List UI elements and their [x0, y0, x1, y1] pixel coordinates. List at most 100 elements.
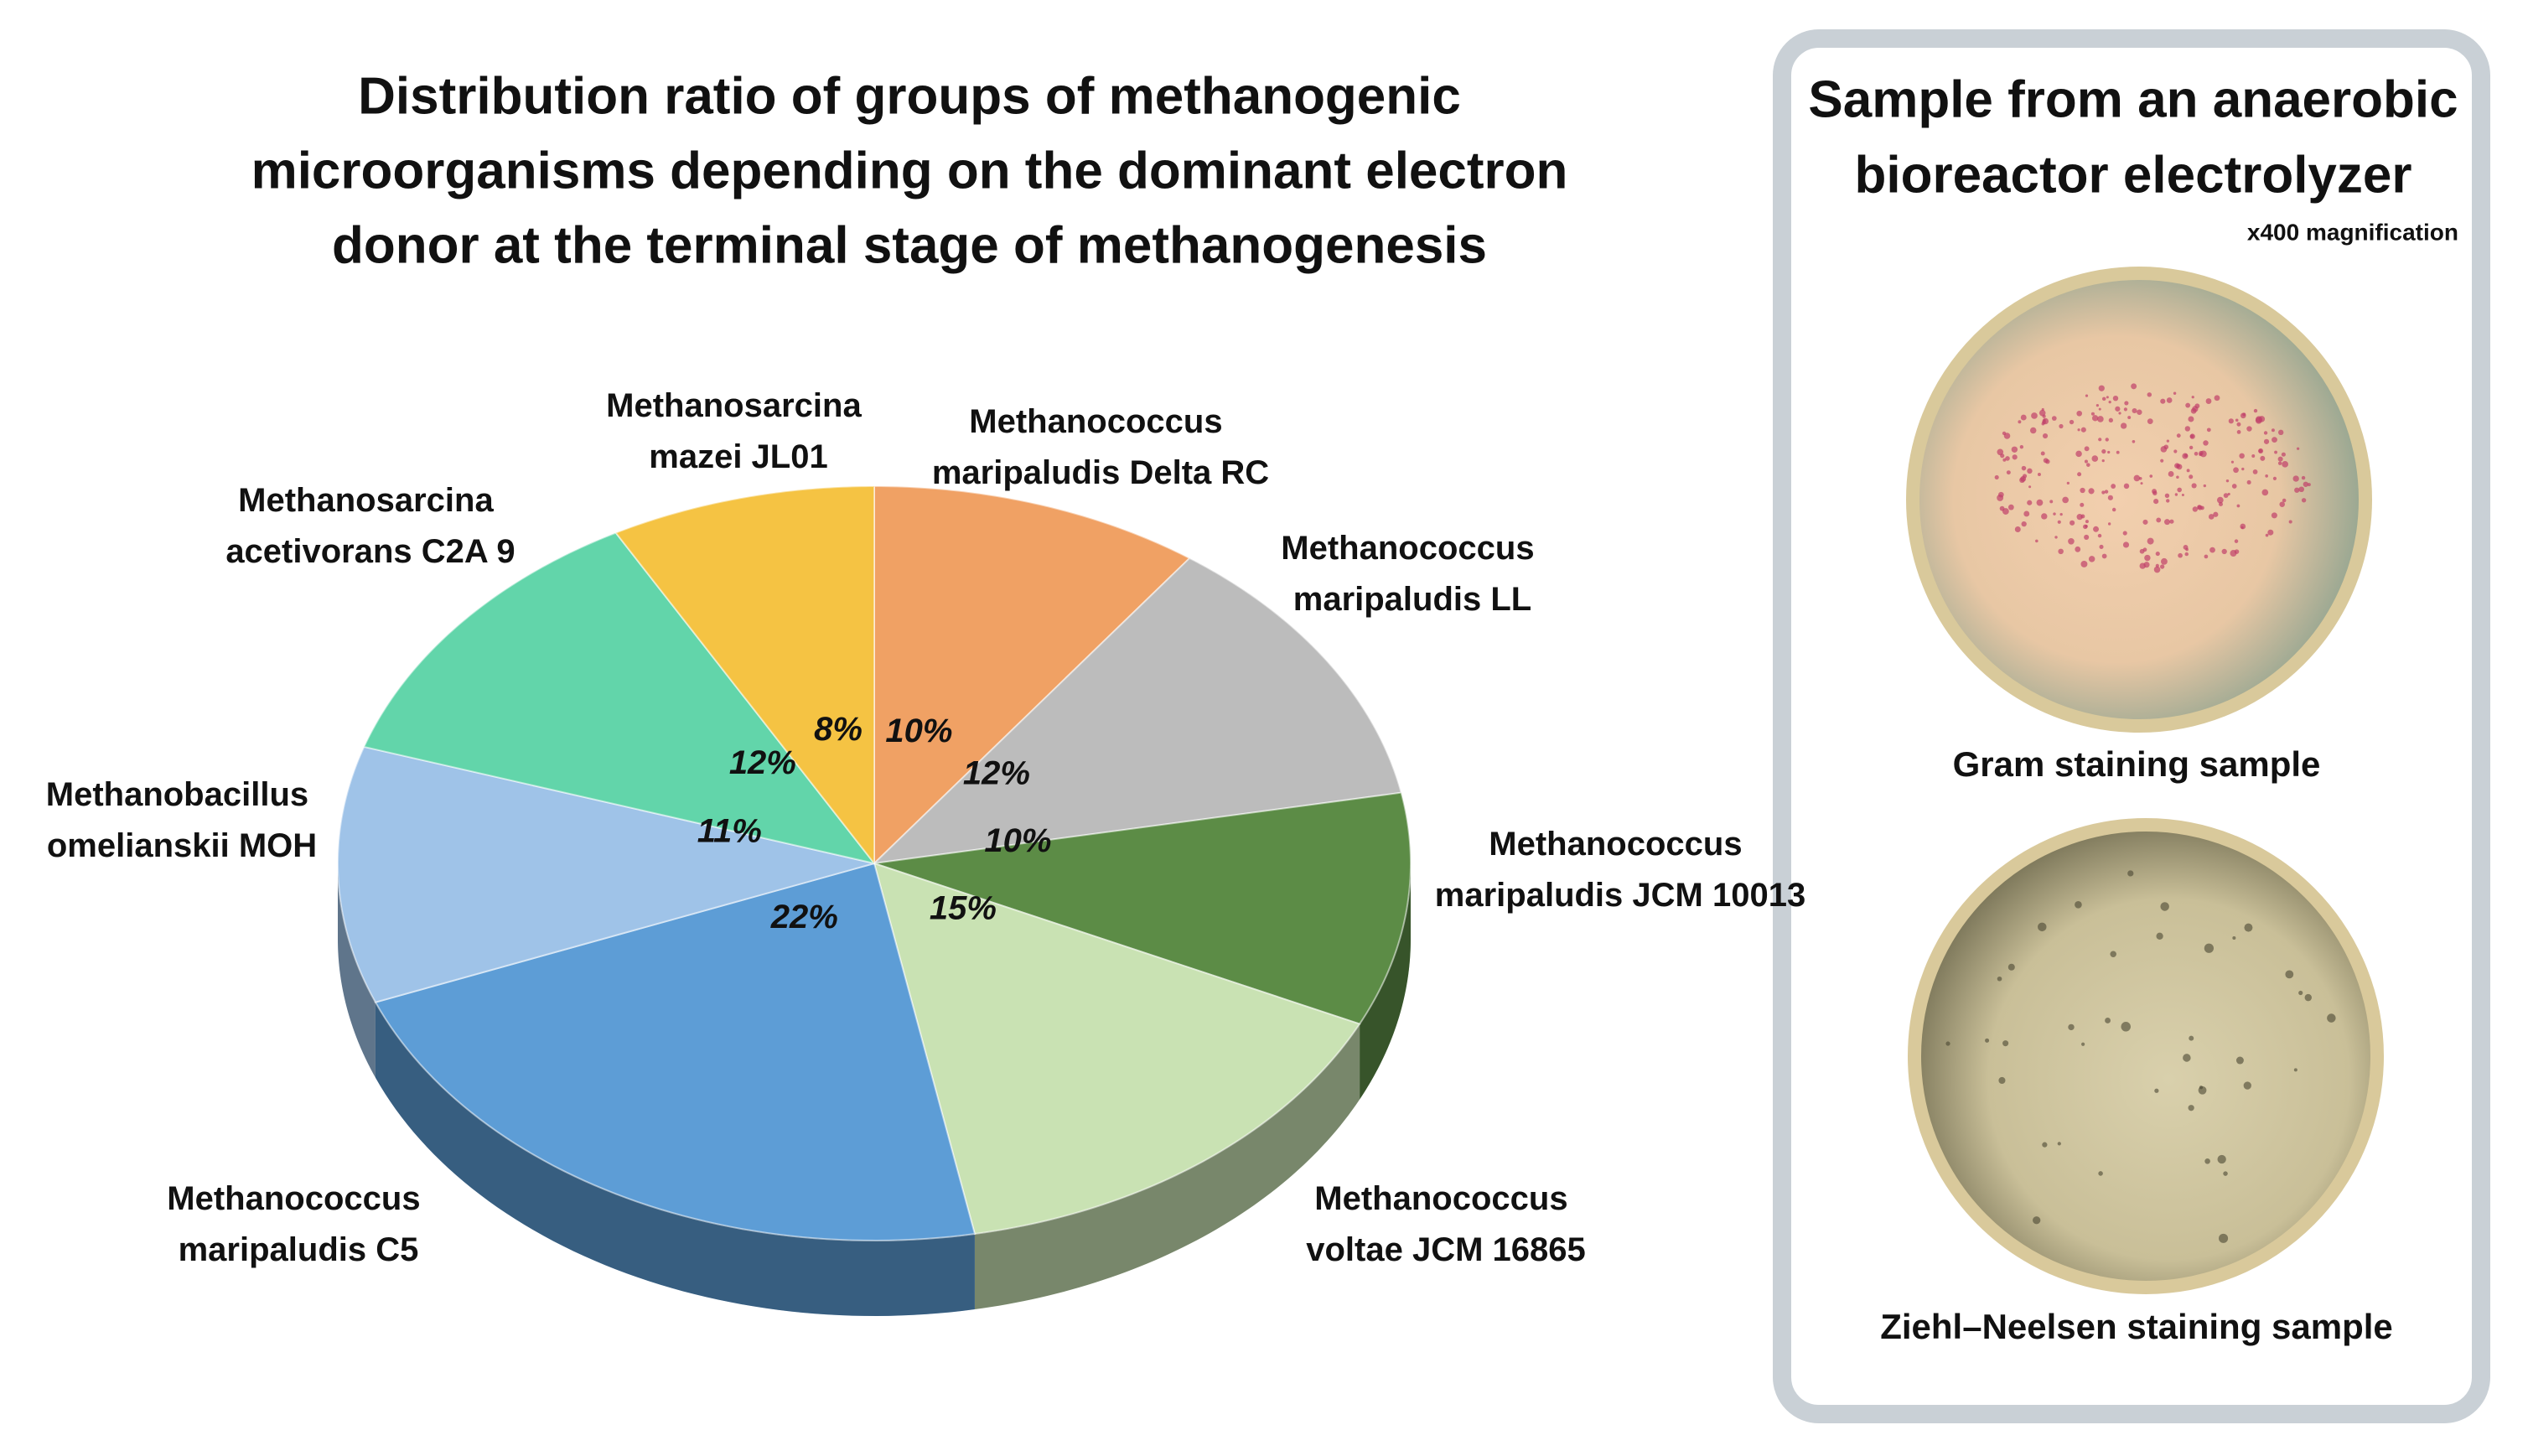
- stain-dot: [2186, 469, 2190, 473]
- stain-dot: [2101, 459, 2105, 463]
- slice: [873, 791, 1412, 1025]
- stain-dot: [2282, 460, 2288, 468]
- stain-dot: [2019, 445, 2024, 449]
- stain-dot: [2022, 474, 2028, 479]
- value-label: 15%: [930, 890, 997, 927]
- stain-dot: [2080, 487, 2085, 494]
- stain-dot: [2200, 505, 2204, 510]
- stain-dot: [2108, 401, 2111, 404]
- stain-dot: [2235, 418, 2239, 422]
- stain-dot: [2239, 453, 2245, 459]
- stain-dot: [2155, 552, 2160, 557]
- stain-dot: [2204, 554, 2209, 559]
- stain-dot: [2279, 501, 2285, 507]
- stain-dot: [2021, 521, 2027, 527]
- stain-dot: [2005, 456, 2010, 461]
- stain-dot: [2199, 1086, 2204, 1090]
- stain-dot: [2147, 392, 2152, 397]
- stain-dot: [2252, 469, 2258, 474]
- stain-dot: [2085, 525, 2088, 528]
- stain-dot: [2223, 1171, 2228, 1176]
- stain-dot: [2260, 455, 2266, 461]
- stain-dot: [2194, 403, 2200, 409]
- stain-dot: [2007, 963, 2015, 971]
- stain-dot: [2147, 418, 2153, 425]
- stain-dot: [2225, 479, 2230, 483]
- stain-dot: [2131, 383, 2137, 390]
- stain-dot: [2111, 507, 2116, 512]
- stain-dot: [2068, 537, 2075, 545]
- stain-dot: [2057, 1142, 2061, 1146]
- stain-dot: [2205, 398, 2212, 404]
- slice: [362, 531, 877, 865]
- stain-dot: [2272, 476, 2277, 480]
- stain-dot: [2271, 512, 2277, 519]
- stain-dot: [2263, 438, 2270, 444]
- slice-side: [974, 1023, 1360, 1310]
- stain-dot: [1999, 505, 2005, 511]
- stain-dot: [2021, 465, 2027, 471]
- stain-dot: [2075, 450, 2082, 458]
- stain-dot: [2231, 484, 2237, 489]
- stain-dot: [2140, 482, 2143, 485]
- stain-dot: [2241, 467, 2245, 471]
- stain-dot: [2011, 446, 2018, 453]
- stain-dot: [2068, 1023, 2075, 1031]
- stain-dot: [2173, 449, 2178, 453]
- stain-dot: [2208, 514, 2215, 520]
- stain-dot: [2154, 1088, 2159, 1093]
- stain-dot: [2041, 513, 2048, 520]
- stain-dot: [2058, 548, 2064, 555]
- stain-dot: [2277, 456, 2283, 462]
- stain-dot: [2204, 943, 2215, 953]
- stain-dot: [2091, 455, 2099, 462]
- stain-dot: [2138, 476, 2142, 480]
- stain-dot: [2240, 523, 2246, 530]
- stain-dot: [2027, 468, 2033, 474]
- stain-dot: [2221, 548, 2227, 555]
- stain-dot: [2007, 504, 2014, 510]
- stain-dot: [2107, 450, 2111, 454]
- stain-dot: [2184, 453, 2189, 458]
- stain-dot: [2098, 407, 2101, 411]
- stain-dot: [2062, 496, 2069, 504]
- stain-dot: [2121, 1022, 2131, 1032]
- stain-dot: [1998, 1076, 2006, 1085]
- stain-dot: [2120, 422, 2127, 429]
- stain-dot: [2037, 473, 2041, 476]
- stain-dot: [2219, 1233, 2229, 1243]
- stain-dot: [2075, 546, 2081, 552]
- stain-dot: [2265, 533, 2269, 537]
- stain-dot: [2106, 396, 2109, 399]
- stain-dot: [2327, 1013, 2336, 1023]
- stain-dot: [2023, 510, 2030, 517]
- stain-dot: [2199, 450, 2204, 456]
- stain-dot: [2088, 556, 2095, 562]
- stain-dot: [2124, 401, 2129, 406]
- stain-dot: [2274, 450, 2277, 454]
- stain-dot: [2116, 450, 2120, 454]
- stain-dot: [2173, 391, 2177, 395]
- value-label: 10%: [984, 822, 1051, 859]
- stain-dot: [2105, 438, 2109, 442]
- stain-dot: [2277, 461, 2282, 465]
- stain-dot: [2111, 484, 2116, 489]
- stain-dot: [2189, 445, 2194, 450]
- slice-side-shade: [974, 1023, 1360, 1310]
- stain-dot: [2177, 487, 2182, 493]
- stain-dot: [2088, 488, 2095, 495]
- stain-dot: [2288, 520, 2292, 524]
- value-label: 11%: [697, 812, 762, 849]
- stain-dot: [2101, 553, 2107, 559]
- stain-dot: [2132, 439, 2136, 443]
- stain-dot: [2054, 536, 2058, 539]
- stain-dot: [2164, 493, 2170, 499]
- stain-dot: [2027, 500, 2033, 505]
- stain-dot: [2036, 499, 2044, 506]
- micrograph: [1906, 267, 2372, 733]
- title-line: donor at the terminal stage of methanoge…: [332, 216, 1487, 274]
- stain-dot: [2066, 481, 2070, 485]
- image-caption: Ziehl–Neelsen staining sample: [1880, 1307, 2393, 1346]
- panel-title-line: Sample from an anaerobic: [1808, 70, 2458, 128]
- stain-dot: [2031, 412, 2038, 419]
